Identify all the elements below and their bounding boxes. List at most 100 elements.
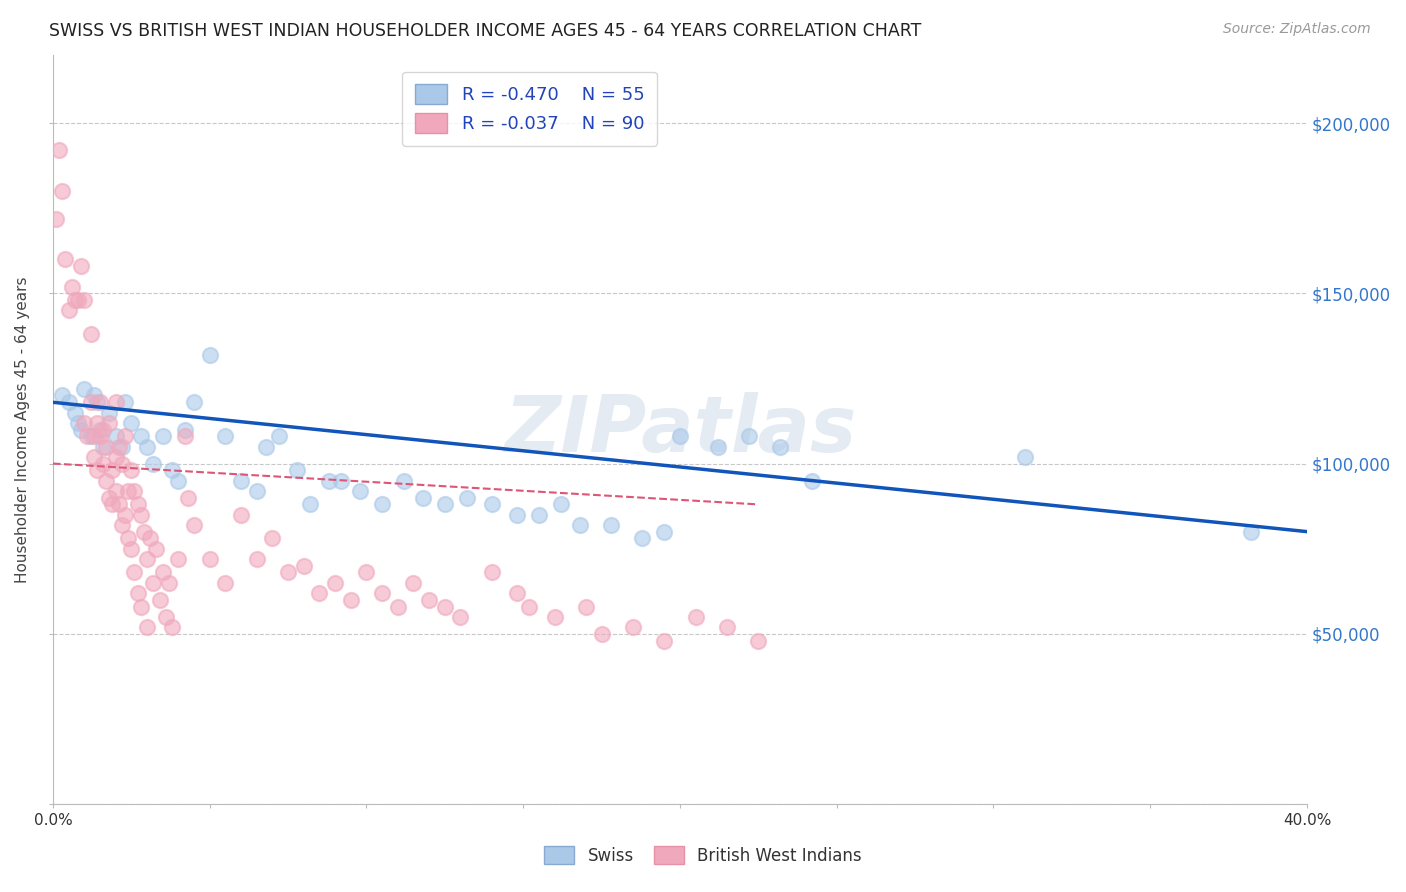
Point [83, 450, 105, 464]
Point [160, 463, 183, 477]
Point [124, 566, 146, 580]
Point [631, 532, 654, 546]
Point [152, 429, 174, 443]
Point [323, 575, 346, 590]
Point [86, 395, 108, 409]
Point [73, 382, 96, 396]
Point [51, 184, 73, 198]
Legend: R = -0.470    N = 55, R = -0.037    N = 90: R = -0.470 N = 55, R = -0.037 N = 90 [402, 71, 657, 145]
Point [292, 558, 315, 573]
Point [132, 524, 155, 539]
Point [120, 416, 142, 430]
Point [506, 586, 529, 600]
Point [107, 497, 129, 511]
Point [277, 566, 299, 580]
Point [160, 620, 183, 634]
Point [58, 395, 80, 409]
Point [621, 620, 644, 634]
Point [450, 609, 472, 624]
Point [111, 457, 134, 471]
Point [371, 586, 394, 600]
Legend: Swiss, British West Indians: Swiss, British West Indians [536, 838, 870, 873]
Point [104, 429, 127, 443]
Point [456, 491, 478, 505]
Point [229, 474, 252, 488]
Point [45, 211, 67, 226]
Point [254, 440, 277, 454]
Point [117, 532, 139, 546]
Point [591, 626, 613, 640]
Point [127, 586, 149, 600]
Point [139, 532, 162, 546]
Point [83, 429, 105, 443]
Point [96, 474, 118, 488]
Point [568, 517, 591, 532]
Point [136, 620, 159, 634]
Point [527, 508, 550, 522]
Point [349, 483, 371, 498]
Point [246, 483, 269, 498]
Point [550, 497, 572, 511]
Point [86, 416, 108, 430]
Point [142, 457, 165, 471]
Point [66, 293, 89, 308]
Text: ZIPatlas: ZIPatlas [503, 392, 856, 467]
Point [183, 395, 205, 409]
Point [433, 599, 456, 614]
Point [330, 474, 353, 488]
Point [298, 497, 321, 511]
Point [318, 474, 340, 488]
Point [1014, 450, 1036, 464]
Text: Source: ZipAtlas.com: Source: ZipAtlas.com [1223, 22, 1371, 37]
Point [262, 532, 284, 546]
Point [177, 491, 200, 505]
Point [136, 552, 159, 566]
Point [142, 575, 165, 590]
Point [543, 609, 565, 624]
Point [104, 395, 127, 409]
Point [101, 463, 124, 477]
Point [481, 566, 503, 580]
Text: SWISS VS BRITISH WEST INDIAN HOUSEHOLDER INCOME AGES 45 - 64 YEARS CORRELATION C: SWISS VS BRITISH WEST INDIAN HOUSEHOLDER… [49, 22, 921, 40]
Point [107, 440, 129, 454]
Point [63, 293, 86, 308]
Point [183, 517, 205, 532]
Point [98, 405, 121, 419]
Point [60, 279, 83, 293]
Point [91, 457, 114, 471]
Point [127, 497, 149, 511]
Point [769, 440, 792, 454]
Point [70, 259, 93, 273]
Point [79, 429, 101, 443]
Point [114, 395, 136, 409]
Point [114, 429, 136, 443]
Point [716, 620, 738, 634]
Point [114, 508, 136, 522]
Point [506, 508, 529, 522]
Point [287, 463, 309, 477]
Point [117, 483, 139, 498]
Point [120, 541, 142, 556]
Point [55, 252, 77, 267]
Point [575, 599, 598, 614]
Point [519, 599, 541, 614]
Point [89, 423, 111, 437]
Point [392, 474, 415, 488]
Point [706, 440, 728, 454]
Point [371, 497, 394, 511]
Point [157, 575, 180, 590]
Point [48, 144, 70, 158]
Point [600, 517, 623, 532]
Point [104, 483, 127, 498]
Point [129, 599, 152, 614]
Point [91, 423, 114, 437]
Point [98, 491, 121, 505]
Point [79, 395, 101, 409]
Point [198, 552, 221, 566]
Point [76, 429, 98, 443]
Point [747, 633, 769, 648]
Point [738, 429, 761, 443]
Point [51, 388, 73, 402]
Point [73, 416, 96, 430]
Point [356, 566, 378, 580]
